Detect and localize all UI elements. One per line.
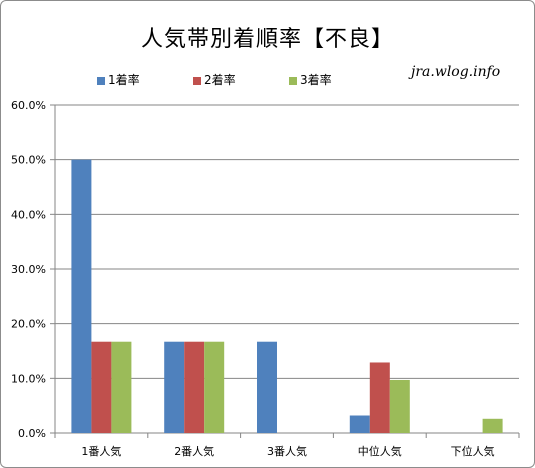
y-tick-label: 50.0% <box>11 154 46 167</box>
bar <box>71 159 92 433</box>
legend-swatch-3 <box>289 76 297 85</box>
legend-label-2: 2着率 <box>204 73 236 87</box>
bar <box>204 341 225 433</box>
x-tick-label: 2番人気 <box>174 444 214 458</box>
bar <box>389 379 410 433</box>
legend-item-series-3: 3着率 <box>289 71 332 88</box>
x-tick-label: 1番人気 <box>81 444 121 458</box>
bar <box>349 415 370 433</box>
y-tick-label: 10.0% <box>11 372 46 385</box>
bar <box>111 341 132 433</box>
bar <box>369 362 390 433</box>
bar <box>91 341 112 433</box>
bar <box>257 341 277 433</box>
legend-item-series-2: 2着率 <box>193 71 236 88</box>
bar <box>184 341 205 433</box>
legend-swatch-1 <box>97 76 105 85</box>
x-tick-label: 中位人気 <box>358 444 402 458</box>
x-tick-label: 3番人気 <box>267 444 307 458</box>
legend-label-3: 3着率 <box>300 73 332 87</box>
watermark-text: jra.wlog.info <box>411 64 501 80</box>
x-tick-label: 下位人気 <box>451 444 495 458</box>
bar <box>164 341 185 433</box>
legend-item-series-1: 1着率 <box>97 71 140 88</box>
legend-label-1: 1着率 <box>108 73 140 87</box>
chart-title: 人気帯別着順率【不良】 <box>140 27 394 52</box>
y-tick-label: 60.0% <box>11 99 46 112</box>
y-tick-label: 20.0% <box>11 318 46 331</box>
bar <box>482 418 503 433</box>
y-tick-label: 30.0% <box>11 263 46 276</box>
y-tick-label: 40.0% <box>11 208 46 221</box>
legend-swatch-2 <box>193 76 201 85</box>
y-tick-label: 0.0% <box>18 427 46 440</box>
